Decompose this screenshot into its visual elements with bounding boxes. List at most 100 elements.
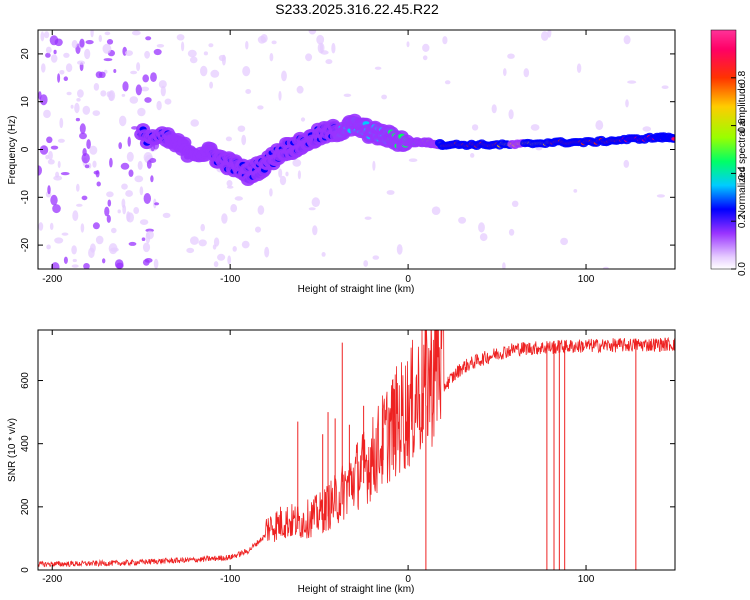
spectrogram-noise-blob — [213, 261, 219, 268]
colorbar-ticks: 0.0 0.2 0.4 0.6 0.8 — [731, 70, 748, 276]
spectrogram-noise-blob — [100, 90, 107, 97]
spectrogram-y-tick-label: -20 — [20, 237, 31, 252]
spectrogram-noise-blob — [63, 256, 68, 264]
spectrogram-noise-blob — [95, 71, 103, 79]
snr-y-tick-label: 600 — [20, 372, 31, 389]
spectrogram-noise-blob — [208, 43, 214, 48]
spectrogram-noise-blob — [269, 188, 273, 197]
spectrogram-noise-blob — [63, 52, 70, 58]
spectrogram-noise-blob — [221, 213, 228, 224]
spectrogram-noise-blob — [156, 44, 165, 48]
spectrogram-noise-blob — [300, 117, 306, 122]
spectrogram-noise-blob — [257, 105, 264, 110]
spectrogram-noise-blob — [213, 237, 220, 247]
colorbar-gradient — [711, 30, 736, 269]
spectrogram-noise-blob — [269, 53, 274, 62]
spectrogram-noise-blob — [137, 107, 146, 117]
spectrogram-noise-blob — [226, 185, 234, 189]
spectrogram-noise-blob — [122, 204, 127, 215]
snr-frame — [37, 329, 676, 571]
spectrogram-noise-blob — [225, 136, 232, 142]
spectrogram-noise-blob — [623, 35, 631, 45]
spectrogram-noise-blob — [85, 40, 94, 45]
spectrogram-noise-blob — [281, 70, 287, 82]
spectrogram-noise-blob — [82, 105, 91, 115]
spectrogram-noise-blob — [89, 145, 98, 155]
spectrogram-noise-blob — [106, 191, 114, 198]
spectrogram-noise-blob — [130, 70, 138, 75]
spectrogram-noise-blob — [189, 56, 198, 64]
colorbar-tick-label: 0.4 — [737, 166, 748, 180]
spectrogram-noise-blob — [57, 160, 61, 169]
spectrogram-noise-blob — [623, 159, 630, 168]
spectrogram-x-label: Height of straight line (km) — [298, 284, 415, 295]
spectrogram-noise-blob — [140, 86, 150, 92]
spectrogram-noise-blob — [308, 207, 316, 211]
snr-x-tick-label: -100 — [220, 574, 240, 585]
spectrogram-noise-blob — [145, 230, 154, 240]
spectrogram-noise-blob — [142, 242, 151, 253]
spectrogram-noise-blob — [128, 169, 134, 177]
spectrogram-noise-blob — [245, 40, 249, 50]
spectrogram-noise-blob — [627, 80, 637, 84]
spectrogram-noise-blob — [57, 138, 65, 143]
spectrogram-x-tick-label: 100 — [578, 274, 595, 285]
spectrogram-noise-blob — [478, 222, 485, 233]
spectrogram-noise-blob — [116, 262, 124, 269]
spectrogram-noise-blob — [547, 30, 552, 38]
spectrogram-y-tick-label: 20 — [20, 48, 31, 60]
spectrogram-noise-blob — [121, 183, 128, 190]
spectrogram-ridge-core — [671, 137, 675, 141]
spectrogram-noise-blob — [76, 98, 81, 102]
spectrogram-noise-blob — [257, 205, 265, 215]
spectrogram-noise-blob — [47, 159, 55, 165]
snr-x-tick-label: 0 — [405, 574, 411, 585]
spectrogram-noise-blob — [661, 85, 669, 89]
spectrogram-noise-blob — [278, 168, 283, 178]
spectrogram-noise-blob — [241, 240, 250, 249]
spectrogram-noise-blob — [72, 210, 79, 222]
spectrogram-noise-blob — [77, 89, 84, 98]
spectrogram-noise-blob — [92, 222, 100, 230]
spectrogram-noise-blob — [66, 91, 72, 96]
spectrogram-noise-blob — [508, 228, 515, 236]
spectrogram-noise-blob — [573, 189, 578, 193]
spectrogram-noise-blob — [106, 214, 111, 223]
spectrogram-noise-blob — [271, 40, 277, 45]
spectrogram-noise-blob — [59, 117, 64, 129]
spectrogram-noise-blob — [523, 68, 530, 78]
spectrogram-noise-blob — [95, 170, 100, 178]
spectrogram-noise-blob — [43, 109, 51, 119]
spectrogram-noise-blob — [408, 158, 418, 162]
spectrogram-noise-blob — [470, 153, 475, 158]
spectrogram-noise-blob — [126, 151, 134, 162]
spectrogram-noise-blob — [364, 216, 372, 220]
spectrogram-x-ticks: -200 -100 0 100 — [42, 30, 595, 285]
spectrogram-noise-blob — [308, 30, 317, 35]
spectrogram-noise-blob — [142, 259, 150, 266]
spectrogram-noise-blob — [63, 76, 68, 81]
spectrogram-noise-blob — [135, 84, 142, 96]
spectrogram-noise-blob — [511, 200, 519, 207]
spectrogram-noise-blob — [113, 69, 117, 73]
spectrogram-noise-blob — [422, 43, 430, 53]
spectrogram-noise-blob — [237, 125, 246, 132]
spectrogram-noise-blob — [84, 48, 91, 60]
spectrogram-noise-blob — [245, 89, 252, 94]
spectrogram-noise-blob — [38, 165, 42, 176]
spectrogram-noise-blob — [107, 199, 112, 207]
spectrogram-noise-blob — [153, 48, 162, 56]
spectrogram-noise-blob — [60, 172, 70, 176]
snr-y-tick-label: 400 — [20, 435, 31, 452]
spectrogram-noise-blob — [285, 171, 289, 177]
spectrogram-noise-blob — [104, 31, 111, 36]
spectrogram-noise-blob — [49, 35, 59, 46]
snr-x-label: Height of straight line (km) — [298, 584, 415, 595]
spectrogram-noise-blob — [134, 175, 144, 183]
spectrogram-noise-blob — [139, 219, 149, 226]
spectrogram-noise-blob — [154, 202, 160, 206]
colorbar-tick-label: 0.8 — [737, 70, 748, 84]
spectrogram-noise-blob — [125, 50, 133, 56]
spectrogram-y-tick-label: 0 — [20, 146, 31, 152]
